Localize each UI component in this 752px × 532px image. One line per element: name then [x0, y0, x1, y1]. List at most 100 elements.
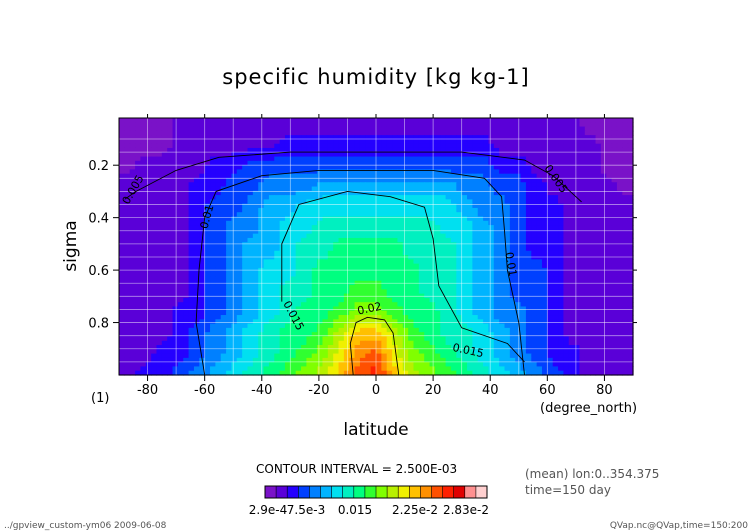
field-cell: [124, 212, 131, 218]
field-cell: [531, 302, 538, 308]
field-cell: [450, 212, 457, 218]
field-cell: [226, 203, 233, 209]
field-cell: [472, 169, 479, 175]
field-cell: [247, 229, 254, 235]
field-cell: [595, 169, 602, 175]
field-cell: [327, 242, 334, 248]
field-cell: [167, 195, 174, 200]
field-cell: [145, 250, 152, 256]
field-cell: [456, 315, 463, 320]
field-cell: [424, 323, 431, 329]
field-cell: [226, 152, 233, 158]
field-cell: [445, 233, 452, 239]
field-cell: [188, 289, 195, 295]
field-cell: [317, 285, 324, 290]
field-cell: [541, 177, 548, 183]
field-cell: [408, 122, 415, 128]
field-cell: [472, 297, 479, 303]
field-cell: [188, 190, 195, 196]
field-cell: [236, 285, 243, 290]
field-cell: [504, 130, 511, 136]
field-cell: [295, 122, 302, 128]
field-cell: [135, 319, 142, 325]
field-cell: [199, 263, 206, 269]
field-cell: [574, 229, 581, 235]
field-cell: [558, 130, 564, 136]
field-cell: [627, 323, 634, 329]
field-cell: [365, 332, 372, 338]
field-cell: [177, 182, 184, 188]
field-cell: [424, 190, 431, 196]
field-cell: [536, 147, 543, 153]
field-cell: [343, 336, 350, 342]
field-cell: [445, 160, 452, 166]
field-cell: [354, 169, 361, 175]
field-cell: [402, 259, 409, 265]
field-cell: [520, 263, 527, 269]
field-cell: [263, 255, 270, 260]
field-cell: [145, 216, 152, 222]
field-cell: [418, 225, 425, 230]
field-cell: [488, 315, 495, 320]
field-cell: [584, 173, 591, 179]
field-cell: [488, 186, 495, 192]
field-cell: [595, 323, 602, 329]
field-cell: [284, 216, 291, 222]
field-cell: [445, 263, 452, 269]
field-cell: [627, 272, 634, 278]
field-cell: [199, 255, 206, 260]
field-cell: [252, 207, 259, 213]
field-cell: [263, 182, 270, 188]
field-cell: [563, 233, 570, 239]
field-cell: [204, 233, 211, 239]
field-cell: [477, 126, 484, 132]
field-cell: [370, 246, 377, 252]
field-cell: [279, 195, 286, 200]
field-cell: [135, 225, 142, 230]
field-cell: [322, 297, 329, 303]
field-cell: [247, 233, 254, 239]
field-cell: [440, 327, 447, 333]
field-cell: [354, 186, 361, 192]
field-cell: [622, 173, 629, 179]
field-cell: [151, 310, 158, 316]
field-cell: [584, 165, 591, 170]
field-cell: [301, 143, 307, 149]
field-cell: [140, 250, 147, 256]
field-cell: [392, 225, 399, 230]
field-cell: [236, 323, 243, 329]
field-cell: [600, 118, 607, 123]
field-cell: [600, 255, 607, 260]
field-cell: [167, 255, 174, 260]
field-cell: [199, 152, 206, 158]
field-cell: [440, 315, 447, 320]
field-cell: [365, 246, 372, 252]
field-cell: [547, 182, 554, 188]
field-cell: [156, 182, 163, 188]
field-cell: [547, 173, 554, 179]
field-cell: [520, 126, 527, 132]
field-cell: [311, 216, 318, 222]
field-cell: [408, 306, 415, 312]
field-cell: [220, 216, 227, 222]
field-cell: [333, 315, 340, 320]
field-cell: [199, 199, 206, 205]
field-cell: [520, 220, 527, 226]
field-cell: [552, 143, 559, 149]
field-cell: [590, 177, 597, 183]
field-cell: [584, 143, 591, 149]
field-cell: [226, 255, 233, 260]
field-cell: [467, 156, 473, 162]
field-cell: [236, 122, 243, 128]
field-cell: [440, 182, 447, 188]
field-cell: [327, 122, 334, 128]
field-cell: [124, 173, 131, 179]
field-cell: [145, 186, 152, 192]
field-cell: [258, 147, 265, 153]
field-cell: [413, 302, 420, 308]
field-cell: [418, 135, 425, 141]
field-cell: [408, 165, 415, 170]
field-cell: [584, 246, 591, 252]
field-cell: [606, 169, 613, 175]
field-cell: [151, 255, 158, 260]
